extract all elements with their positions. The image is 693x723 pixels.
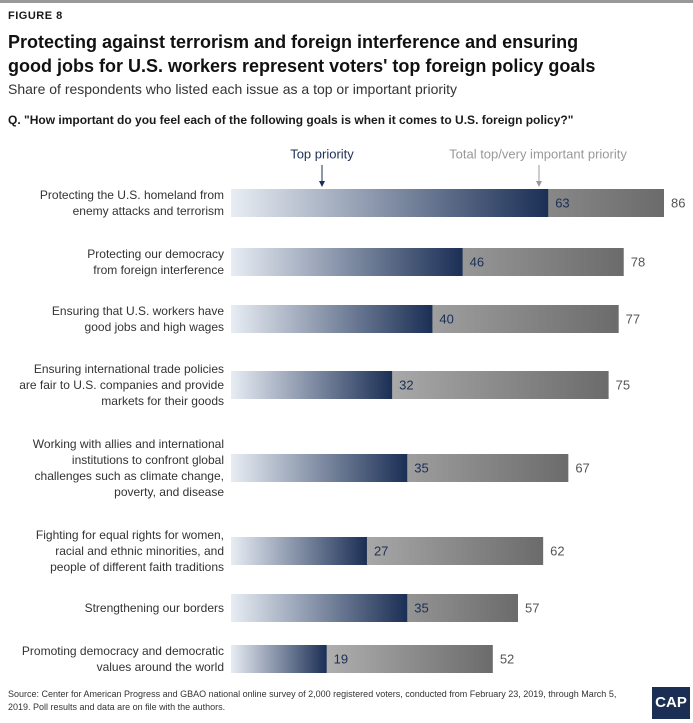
value-label: 86 bbox=[671, 195, 685, 210]
value-label: 52 bbox=[500, 651, 514, 666]
value-label: 67 bbox=[575, 460, 589, 475]
value-label: 35 bbox=[414, 460, 428, 475]
bar bbox=[231, 305, 433, 333]
bar bbox=[231, 594, 408, 622]
value-label: 32 bbox=[399, 377, 413, 392]
arrow-head bbox=[319, 181, 325, 187]
value-label: 40 bbox=[439, 311, 453, 326]
top-rule bbox=[0, 0, 693, 3]
logo: CAP bbox=[652, 687, 690, 719]
category-label: Working with allies and international in… bbox=[32, 437, 224, 499]
category-label: Protecting the U.S. homeland from enemy … bbox=[39, 188, 224, 218]
bar bbox=[231, 371, 393, 399]
value-label: 78 bbox=[631, 254, 645, 269]
value-label: 75 bbox=[616, 377, 630, 392]
source: Source: Center for American Progress and… bbox=[8, 689, 617, 712]
bar bbox=[231, 645, 327, 673]
bar bbox=[231, 537, 367, 565]
legend-label: Total top/very important priority bbox=[449, 146, 627, 161]
bar bbox=[231, 454, 408, 482]
chart-title: Protecting against terrorism and foreign… bbox=[8, 32, 596, 76]
category-label: Fighting for equal rights for women, rac… bbox=[35, 528, 224, 574]
legend-label: Top priority bbox=[290, 146, 354, 161]
category-label: Protecting our democracy from foreign in… bbox=[87, 247, 224, 277]
value-label: 77 bbox=[626, 311, 640, 326]
figure-label: FIGURE 8 bbox=[8, 10, 63, 22]
arrow-head bbox=[536, 181, 542, 187]
bar bbox=[231, 248, 463, 276]
value-label: 62 bbox=[550, 543, 564, 558]
value-label: 63 bbox=[555, 195, 569, 210]
category-label: Ensuring international trade policies ar… bbox=[19, 362, 224, 408]
category-label: Promoting democracy and democratic value… bbox=[21, 644, 224, 674]
value-label: 27 bbox=[374, 543, 388, 558]
value-label: 19 bbox=[334, 651, 348, 666]
value-label: 35 bbox=[414, 600, 428, 615]
question: Q. "How important do you feel each of th… bbox=[8, 113, 574, 127]
category-label: Strengthening our borders bbox=[84, 601, 224, 615]
value-label: 57 bbox=[525, 600, 539, 615]
value-label: 46 bbox=[470, 254, 484, 269]
bar bbox=[231, 189, 549, 217]
category-label: Ensuring that U.S. workers have good job… bbox=[51, 304, 224, 334]
subtitle: Share of respondents who listed each iss… bbox=[8, 81, 458, 97]
